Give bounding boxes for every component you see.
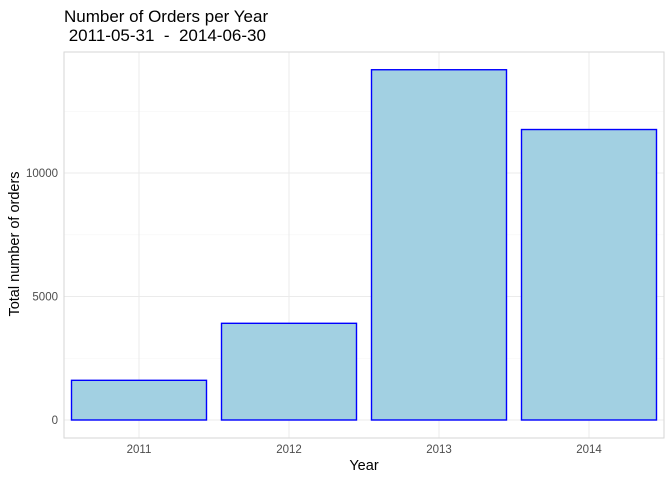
x-tick-label: 2011 — [127, 444, 152, 456]
x-tick-label: 2012 — [276, 444, 302, 456]
y-tick-label: 10000 — [26, 168, 58, 180]
bar-2013 — [370, 69, 508, 421]
plot-area: 0 5000 10000 2011 2012 2013 2014 — [26, 51, 665, 456]
x-tick-label: 2014 — [576, 444, 602, 456]
x-axis-title: Year — [349, 458, 378, 474]
panel-border — [63, 51, 665, 439]
y-tick-label: 5000 — [32, 292, 58, 304]
chart-subtitle: 2011-05-31 - 2014-06-30 — [64, 26, 266, 45]
bar-2011 — [70, 379, 208, 421]
chart-title: Number of Orders per Year — [64, 7, 268, 26]
y-tick-label: 0 — [52, 415, 58, 427]
x-tick-label: 2013 — [426, 444, 452, 456]
bar-2014 — [520, 128, 658, 421]
y-axis-title: Total number of orders — [7, 171, 23, 316]
bar-2012 — [220, 322, 358, 421]
